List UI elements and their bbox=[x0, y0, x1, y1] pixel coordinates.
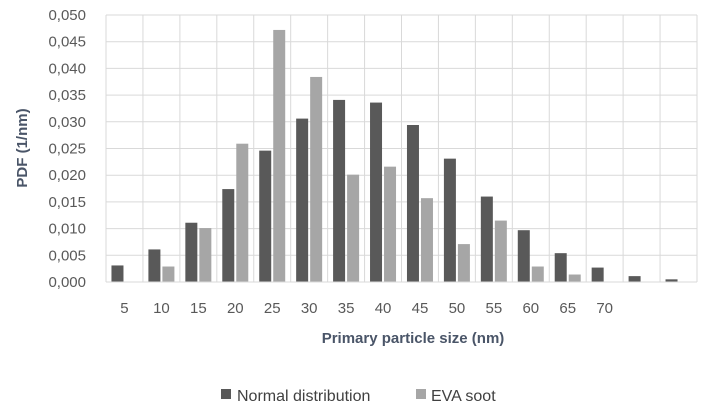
bar-eva-soot bbox=[236, 143, 249, 282]
x-tick-label: 10 bbox=[153, 300, 170, 317]
y-tick-label: 0,005 bbox=[48, 247, 86, 264]
y-tick-label: 0,015 bbox=[48, 194, 86, 211]
x-tick-label: 15 bbox=[190, 300, 207, 317]
bars bbox=[111, 29, 678, 283]
x-tick-label: 60 bbox=[522, 300, 539, 317]
bar-normal-distribution bbox=[480, 196, 493, 282]
legend-item-normal-distribution: Normal distribution bbox=[221, 388, 370, 405]
bar-eva-soot bbox=[457, 244, 470, 282]
legend-label-eva-soot: EVA soot bbox=[431, 388, 496, 405]
axes: 0,000 0,005 0,010 0,015 0,020 0,025 0,030 0,035… bbox=[48, 7, 697, 317]
bar-normal-distribution bbox=[554, 253, 567, 282]
y-tick-label: 0,030 bbox=[48, 114, 86, 131]
y-tick-label: 0,025 bbox=[48, 141, 86, 158]
y-tick-label: 0,020 bbox=[48, 167, 86, 184]
bar-eva-soot bbox=[568, 274, 581, 282]
y-tick-label: 0,010 bbox=[48, 221, 86, 238]
bar-normal-distribution bbox=[185, 222, 198, 282]
bar-normal-distribution bbox=[443, 158, 456, 282]
x-tick-label: 40 bbox=[375, 300, 392, 317]
bar-normal-distribution bbox=[333, 99, 346, 282]
x-tick-label: 70 bbox=[596, 300, 613, 317]
bar-normal-distribution bbox=[591, 267, 604, 282]
bar-normal-distribution bbox=[406, 125, 419, 282]
bar-eva-soot bbox=[199, 228, 212, 282]
y-axis-title: PDF (1/nm) bbox=[14, 108, 31, 187]
bar-eva-soot bbox=[420, 198, 433, 282]
legend: Normal distribution EVA soot bbox=[221, 388, 496, 405]
y-tick-label: 0,035 bbox=[48, 87, 86, 104]
bar-normal-distribution bbox=[222, 189, 235, 282]
y-tick-label: 0,045 bbox=[48, 34, 86, 51]
y-tick-label: 0,040 bbox=[48, 60, 86, 77]
bar-normal-distribution bbox=[665, 279, 678, 282]
legend-label-normal-distribution: Normal distribution bbox=[237, 388, 370, 405]
legend-item-eva-soot: EVA soot bbox=[416, 388, 496, 405]
bar-normal-distribution bbox=[370, 102, 383, 283]
x-tick-label: 55 bbox=[486, 300, 503, 317]
x-tick-label: 25 bbox=[264, 300, 281, 317]
y-tick-label: 0,000 bbox=[48, 274, 86, 291]
legend-swatch-eva-soot bbox=[416, 389, 426, 399]
x-tick-label: 50 bbox=[449, 300, 466, 317]
y-tick-label: 0,050 bbox=[48, 7, 86, 24]
bar-eva-soot bbox=[531, 266, 544, 282]
bar-eva-soot bbox=[273, 29, 286, 283]
bar-eva-soot bbox=[494, 220, 507, 282]
bar-normal-distribution bbox=[148, 249, 161, 282]
bar-normal-distribution bbox=[296, 118, 309, 282]
x-tick-label: 35 bbox=[338, 300, 355, 317]
x-tick-label: 45 bbox=[412, 300, 429, 317]
bar-eva-soot bbox=[384, 166, 397, 282]
x-tick-label: 5 bbox=[120, 300, 128, 317]
bar-eva-soot bbox=[347, 174, 360, 282]
bar-normal-distribution bbox=[628, 276, 641, 282]
gridlines bbox=[105, 14, 698, 282]
bar-normal-distribution bbox=[259, 150, 272, 282]
x-tick-label: 65 bbox=[559, 300, 576, 317]
bar-eva-soot bbox=[310, 76, 323, 282]
bar-normal-distribution bbox=[111, 265, 124, 282]
x-axis-title: Primary particle size (nm) bbox=[322, 330, 505, 347]
x-tick-label: 30 bbox=[301, 300, 318, 317]
bar-eva-soot bbox=[162, 266, 175, 282]
x-tick-label: 20 bbox=[227, 300, 244, 317]
bar-normal-distribution bbox=[517, 230, 530, 282]
legend-swatch-normal-distribution bbox=[221, 389, 231, 399]
